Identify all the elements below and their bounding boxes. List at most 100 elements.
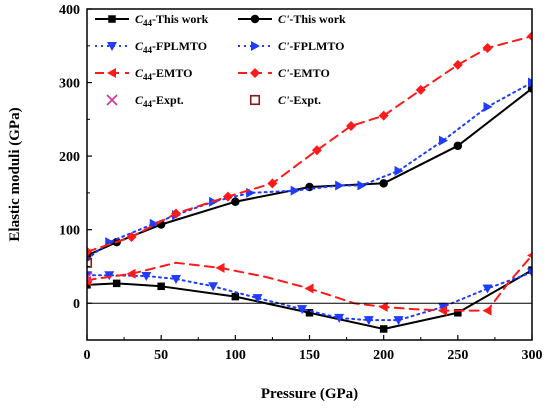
data-point	[157, 282, 165, 291]
legend-marker	[108, 15, 116, 23]
data-point	[297, 305, 308, 315]
series-7	[87, 257, 93, 268]
data-point	[267, 178, 278, 189]
legend-item: C'-FPLMTO	[238, 39, 344, 53]
series-1	[87, 84, 532, 260]
data-point	[363, 316, 374, 326]
data-point	[393, 316, 404, 326]
legend-item: C44-This work	[95, 12, 209, 28]
series-line	[87, 269, 532, 330]
data-point	[231, 292, 240, 301]
y-tick-label: 0	[73, 297, 80, 312]
data-point	[252, 294, 263, 304]
legend-item: C44-EMTO	[95, 66, 192, 82]
legend-marker	[251, 41, 260, 51]
legend-marker	[107, 42, 117, 51]
data-point	[527, 252, 532, 259]
data-point	[126, 268, 136, 279]
legend-item: C'-Expt.	[249, 93, 321, 107]
data-point	[439, 135, 448, 146]
y-tick-label: 300	[59, 77, 80, 92]
data-point	[378, 110, 389, 121]
series-line	[87, 81, 532, 261]
data-point	[378, 301, 388, 312]
legend-marker	[106, 94, 118, 106]
data-point	[357, 180, 367, 191]
data-point	[222, 191, 233, 202]
legend-label: C'-This work	[278, 12, 346, 26]
x-tick-label: 0	[84, 348, 91, 363]
series-5	[87, 31, 532, 257]
data-point	[171, 274, 181, 284]
data-point	[87, 257, 93, 268]
series-layer	[87, 31, 532, 333]
legend-label: C44-EMTO	[135, 66, 192, 82]
x-axis: 0 50 100 150 200 250 300	[84, 335, 543, 363]
data-point	[394, 165, 404, 176]
legend-label: C44-FPLMTO	[135, 39, 207, 55]
data-point	[305, 309, 314, 317]
data-point	[527, 31, 532, 42]
data-point	[290, 185, 300, 196]
legend-label: C'-Expt.	[278, 93, 321, 107]
series-6	[87, 271, 93, 284]
legend-label: C'-FPLMTO	[278, 39, 344, 53]
legend: C44-This work C'-This work C44-FPLMTO C'-FP…	[95, 12, 346, 109]
x-tick-label: 250	[447, 348, 468, 363]
data-point	[454, 309, 462, 317]
x-tick-label: 50	[154, 348, 168, 363]
data-point	[304, 283, 314, 294]
data-point	[453, 141, 463, 151]
data-point	[482, 42, 493, 53]
data-point	[171, 208, 181, 219]
data-point	[149, 218, 159, 229]
series-line	[87, 35, 532, 253]
data-point	[346, 120, 357, 131]
data-point	[452, 59, 463, 70]
x-tick-label: 300	[522, 348, 543, 363]
data-point	[335, 180, 345, 191]
data-point	[112, 279, 121, 288]
legend-item: C44-Expt.	[106, 93, 184, 109]
y-tick-label: 200	[59, 150, 80, 165]
data-point	[438, 305, 447, 316]
data-point	[483, 101, 493, 112]
data-point	[208, 282, 219, 292]
data-point	[104, 271, 115, 281]
x-tick-label: 150	[299, 348, 320, 363]
data-point	[141, 272, 152, 282]
data-point	[482, 305, 492, 316]
series-line	[87, 254, 532, 312]
data-point	[527, 268, 532, 278]
y-tick-label: 400	[59, 3, 80, 18]
x-tick-label: 100	[225, 348, 246, 363]
plot-area	[86, 8, 533, 341]
data-point	[246, 187, 256, 198]
series-2	[87, 268, 532, 326]
data-point	[87, 246, 92, 257]
data-point	[438, 302, 448, 312]
legend-marker	[249, 94, 261, 106]
legend-item: C'-This work	[238, 12, 346, 26]
y-axis-title: Elastic moduli (GPa)	[7, 107, 23, 241]
legend-item: C'-EMTO	[238, 66, 330, 80]
data-point	[215, 262, 225, 273]
legend-item: C44-FPLMTO	[95, 39, 207, 55]
series-0	[87, 266, 532, 333]
data-point	[311, 145, 322, 156]
data-point	[379, 179, 388, 188]
legend-marker	[250, 14, 260, 24]
x-tick-label: 200	[373, 348, 394, 363]
series-4	[87, 252, 532, 316]
series-line	[87, 87, 532, 257]
data-point	[379, 325, 388, 333]
y-axis: 0 100 200 300 400	[59, 3, 92, 341]
data-point	[334, 313, 345, 323]
legend-label: C44-Expt.	[135, 93, 184, 109]
data-point	[528, 77, 532, 88]
y-tick-label: 100	[59, 224, 80, 239]
legend-label: C'-EMTO	[278, 66, 330, 80]
legend-marker	[107, 68, 116, 78]
data-point	[87, 271, 93, 284]
